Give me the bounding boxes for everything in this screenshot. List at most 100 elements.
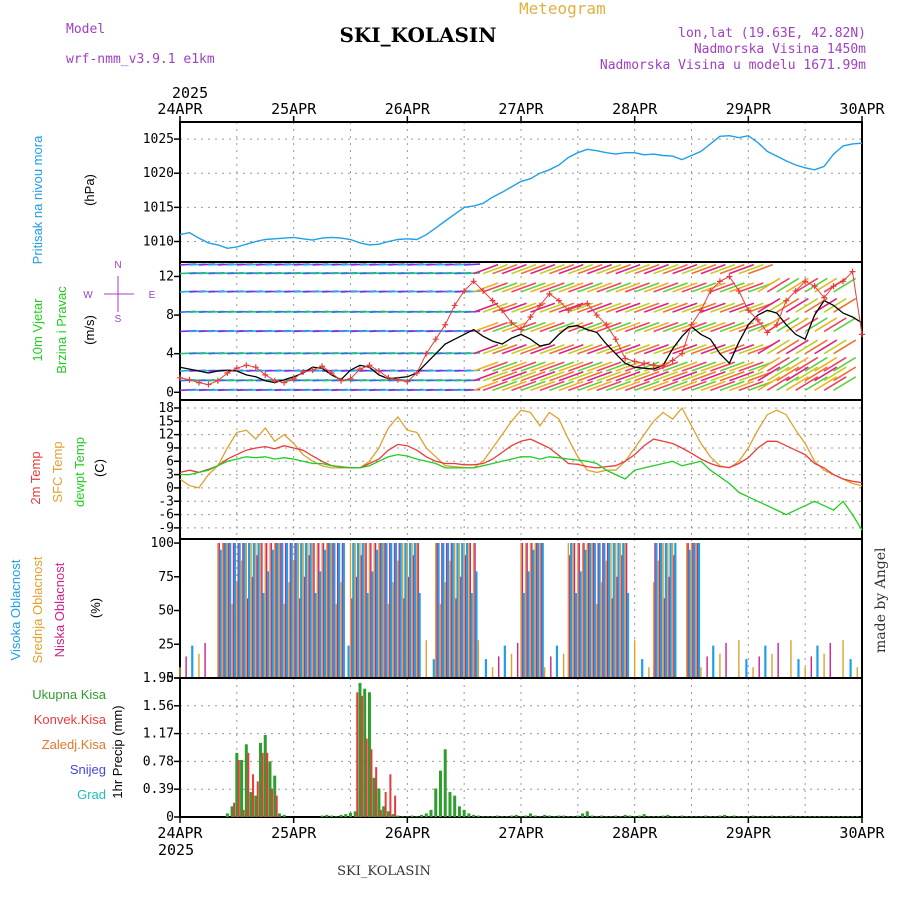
wind-barb	[776, 376, 800, 392]
wind-barb	[634, 344, 660, 355]
precip-legend: Ukupna Kisa Konvek.Kisa Zaledj.Kisa Snij…	[32, 687, 106, 802]
precip-total-bar	[798, 816, 802, 817]
wind-gust-marker	[508, 319, 515, 326]
wind-barb	[823, 317, 847, 333]
precip-conv-bar	[256, 781, 259, 817]
wind-barb	[596, 321, 622, 333]
temp-2m-label: 2m Temp	[28, 451, 43, 504]
precip-total-bar	[358, 682, 362, 817]
x-tick-label-top: 28APR	[612, 100, 658, 118]
coords-label: lon,lat (19.63E, 42.82N)	[678, 26, 866, 41]
x-tick-label-bottom: 27APR	[498, 824, 544, 842]
wind-barb	[823, 366, 847, 382]
wind-barb	[473, 263, 499, 275]
precip-total-bar	[547, 815, 551, 817]
precip-conv-bar	[270, 788, 273, 817]
wind-barb	[492, 263, 518, 275]
precip-total-bar	[675, 816, 679, 817]
precip-conv-bar	[275, 795, 278, 817]
wind-barb	[700, 302, 726, 313]
wind-barb	[681, 263, 707, 275]
wind-barb	[833, 317, 857, 333]
wind-barb	[719, 344, 745, 355]
precip-total-bar	[566, 816, 570, 817]
wind-barb	[776, 356, 800, 372]
wind-barb	[539, 361, 565, 372]
wind-barb	[482, 344, 508, 355]
wind-barb	[596, 263, 622, 275]
wind-barb	[748, 263, 774, 275]
precip-total-bar	[803, 816, 807, 817]
wind-barb	[785, 297, 809, 313]
wind-barb	[634, 263, 660, 275]
footer-station: SKI_KOLASIN	[337, 864, 431, 879]
wind-gust-marker	[527, 314, 534, 321]
precip-total-bar	[543, 814, 547, 817]
precip-total-bar	[590, 815, 594, 817]
precip-conv-bar	[237, 759, 240, 817]
wind-barb	[738, 371, 764, 382]
wind-barb	[587, 361, 613, 372]
compass-west: W	[83, 290, 93, 301]
wind-barb	[662, 371, 688, 382]
precip-total-bar	[320, 815, 324, 817]
wind-barb	[766, 339, 790, 355]
panel-frame	[179, 677, 863, 818]
precip-total-bar	[524, 815, 528, 817]
wind-gust-marker	[177, 374, 183, 381]
wind-barb	[662, 282, 688, 293]
wind-barb	[662, 263, 688, 275]
precip-total-bar	[723, 814, 727, 817]
wind-barb	[795, 356, 819, 372]
wind-barb	[577, 263, 603, 275]
wind-gust-marker	[195, 379, 202, 386]
precip-total-bar	[344, 814, 348, 817]
plot-area: 101010151020102504812-9-6-30369121518025…	[143, 100, 886, 842]
wind-barb	[681, 371, 707, 382]
wind-barb	[492, 371, 518, 382]
precip-total-bar	[694, 816, 698, 817]
wind-gust-marker	[840, 278, 847, 285]
wind-barb	[624, 380, 650, 392]
precip-total-bar	[334, 816, 338, 817]
legend-snow: Snijeg	[70, 762, 106, 777]
wind-barb	[634, 361, 660, 372]
precip-total-bar	[443, 749, 447, 817]
wind-gust-marker	[650, 362, 657, 369]
wind-barb	[681, 361, 707, 372]
wind-gust-marker	[716, 278, 723, 285]
wind-barb	[539, 380, 565, 392]
precip-total-bar	[453, 795, 457, 817]
x-tick-label-bottom: 26APR	[385, 824, 431, 842]
wind-barb	[473, 282, 499, 293]
precip-total-bar	[661, 815, 665, 817]
precip-total-bar	[685, 816, 689, 817]
wind-barb	[511, 371, 537, 382]
wind-gust-marker	[584, 300, 591, 307]
wind-barb	[520, 371, 546, 382]
precip-total-bar	[519, 816, 523, 817]
precip-total-bar	[538, 816, 542, 817]
wind-gust-marker	[669, 357, 676, 364]
wind-barb	[833, 356, 857, 372]
temp-sfc-line	[179, 406, 863, 489]
wind-barb	[568, 282, 594, 293]
wind-gust-marker	[679, 350, 686, 357]
wind-barb	[814, 277, 838, 293]
wind-barb	[577, 344, 603, 355]
wind-barb	[804, 366, 828, 382]
wind-barb	[511, 380, 537, 392]
wind-barb	[672, 321, 698, 333]
wind-gust-marker	[764, 329, 771, 336]
wind-barb	[501, 302, 527, 313]
wind-barb	[549, 282, 575, 293]
wind-barb	[558, 380, 584, 392]
y-tick-label: 0.39	[143, 782, 174, 797]
wind-gust-marker	[186, 376, 193, 383]
wind-gust-marker	[205, 381, 212, 388]
wind-barb	[539, 302, 565, 313]
wind-barb	[776, 339, 800, 355]
precip-total-bar	[462, 809, 466, 817]
wind-barb	[795, 297, 819, 313]
